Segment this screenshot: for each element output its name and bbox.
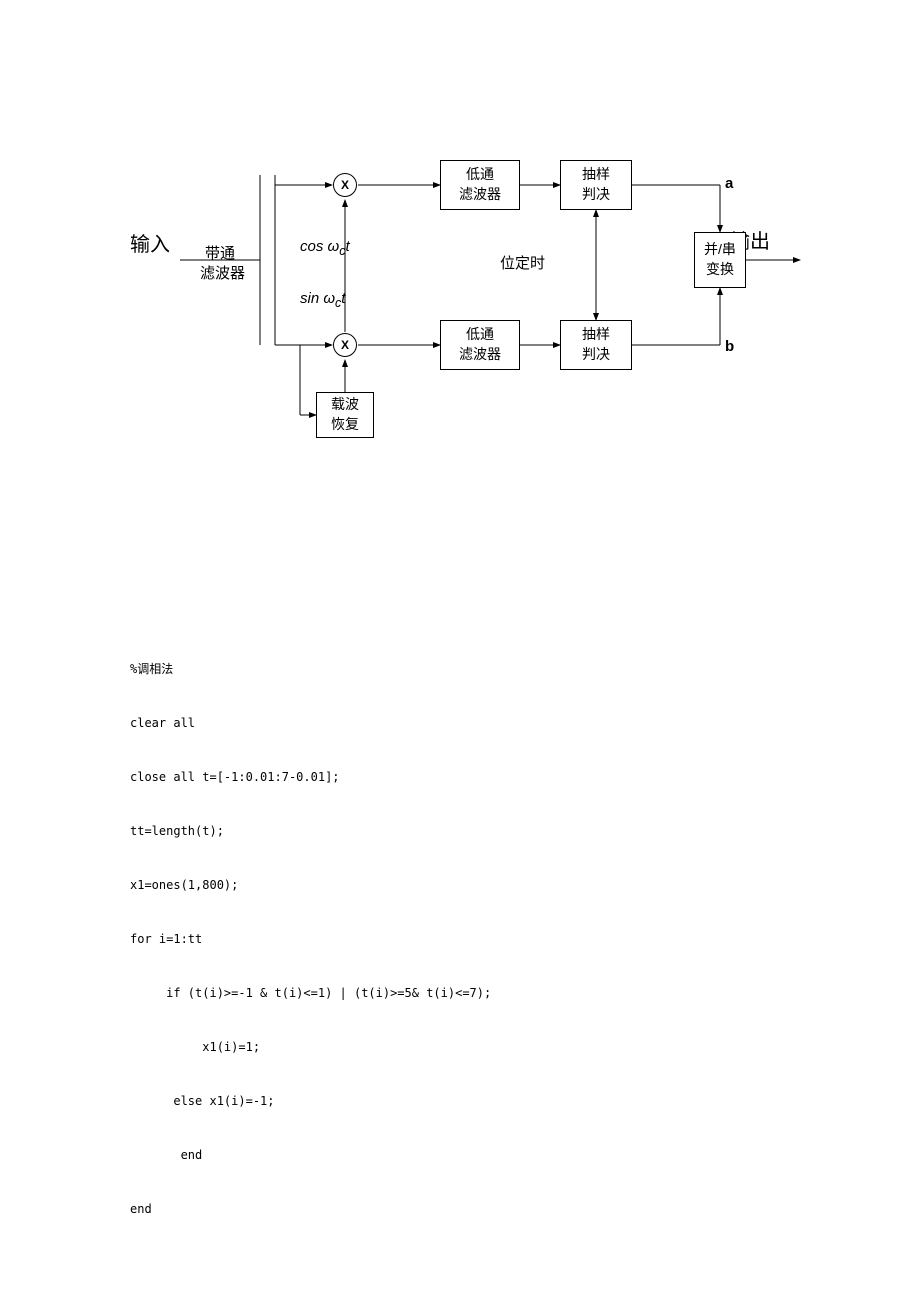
sample-top: 抽样 判决 (560, 160, 632, 210)
cos-label: cos ωct (300, 238, 350, 258)
bandpass-label-1: 带通 (205, 242, 235, 263)
carrier-recovery-box: 载波 恢复 (316, 392, 374, 438)
sample-bottom: 抽样 判决 (560, 320, 632, 370)
code-line: tt=length(t); (130, 822, 730, 840)
sin-label: sin ωct (300, 290, 345, 310)
code-line: clear all (130, 714, 730, 732)
lowpass-bottom: 低通 滤波器 (440, 320, 520, 370)
code-line: x1(i)=1; (130, 1038, 730, 1056)
code-line: close all t=[-1:0.01:7-0.01]; (130, 768, 730, 786)
a-label: a (725, 175, 733, 192)
matlab-code-block: %调相法 clear all close all t=[-1:0.01:7-0.… (130, 660, 730, 1218)
code-line: x1=ones(1,800); (130, 876, 730, 894)
code-line: if (t(i)>=-1 & t(i)<=1) | (t(i)>=5& t(i)… (130, 984, 730, 1002)
bit-timing-label: 位定时 (500, 252, 545, 273)
code-line: else x1(i)=-1; (130, 1092, 730, 1110)
code-line: end (130, 1200, 730, 1218)
b-label: b (725, 338, 734, 355)
lowpass-top: 低通 滤波器 (440, 160, 520, 210)
multiplier-bottom: X (333, 333, 357, 357)
input-label: 输入 (130, 228, 170, 257)
diagram-wires (0, 80, 920, 540)
parallel-serial-box: 并/串 变换 (694, 232, 746, 288)
bandpass-label-2: 滤波器 (200, 262, 245, 283)
code-line: for i=1:tt (130, 930, 730, 948)
multiplier-top: X (333, 173, 357, 197)
qpsk-demod-diagram: 输入 输出 带通 滤波器 cos ωct sin ωct 位定时 a b X X… (0, 80, 920, 540)
code-line: end (130, 1146, 730, 1164)
code-line: %调相法 (130, 660, 730, 678)
